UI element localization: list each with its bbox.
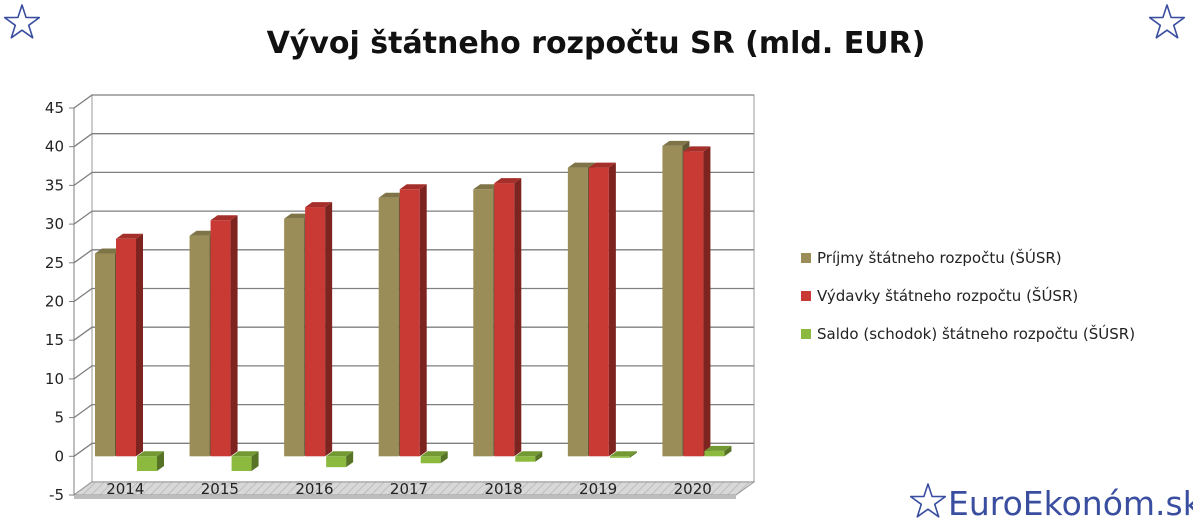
y-tick-label: 45 bbox=[45, 99, 64, 117]
bar-2019-expense bbox=[588, 162, 616, 457]
legend-item: Saldo (schodok) štátneho rozpočtu (ŠÚSR) bbox=[801, 324, 1135, 343]
legend-item: Výdavky štátneho rozpočtu (ŠÚSR) bbox=[801, 286, 1078, 305]
bar-2018-expense bbox=[494, 178, 522, 457]
y-tick-label: 20 bbox=[45, 293, 64, 311]
gridline bbox=[73, 249, 754, 264]
chart-title: Vývoj štátneho rozpočtu SR (mld. EUR) bbox=[267, 26, 926, 61]
legend-swatch bbox=[801, 329, 811, 339]
y-axis: 45 40 35 30 25 20 15 10 5 0 -5 bbox=[45, 99, 75, 504]
gridline bbox=[73, 403, 754, 419]
legend-item: Príjmy štátneho rozpočtu (ŠÚSR) bbox=[801, 248, 1062, 267]
brand-star-icon bbox=[909, 483, 947, 518]
gridline bbox=[73, 442, 754, 457]
y-tick-label: 35 bbox=[45, 176, 64, 194]
brand-logo: EuroEkonóm.sk bbox=[909, 483, 1193, 523]
legend-label: Výdavky štátneho rozpočtu (ŠÚSR) bbox=[817, 286, 1078, 305]
bar-2015-balance bbox=[231, 451, 259, 472]
x-tick-label: 2019 bbox=[579, 480, 617, 498]
x-axis: 2014 2015 2016 2017 2018 2019 2020 bbox=[106, 480, 712, 498]
brand-text: EuroEkonóm.sk bbox=[948, 484, 1193, 523]
bar-2017-balance bbox=[420, 451, 448, 464]
gridline bbox=[73, 326, 754, 341]
x-tick-label: 2016 bbox=[295, 480, 333, 498]
bar-2019-balance bbox=[609, 451, 637, 458]
x-tick-label: 2018 bbox=[484, 480, 522, 498]
legend-swatch bbox=[801, 291, 811, 301]
legend-label: Príjmy štátneho rozpočtu (ŠÚSR) bbox=[817, 248, 1062, 267]
category-floor bbox=[72, 481, 756, 499]
legend: Príjmy štátneho rozpočtu (ŠÚSR) Výdavky š… bbox=[801, 248, 1135, 343]
bar-2017-expense bbox=[399, 184, 427, 457]
legend-swatch bbox=[801, 253, 811, 263]
x-tick-label: 2017 bbox=[390, 480, 428, 498]
floor-front bbox=[74, 495, 736, 499]
x-tick-label: 2015 bbox=[201, 480, 239, 498]
gridline bbox=[73, 210, 754, 225]
gridline bbox=[73, 365, 754, 380]
bar-2014-balance bbox=[137, 451, 164, 472]
y-tick-label: 25 bbox=[45, 254, 64, 272]
y-tick-label: -5 bbox=[49, 486, 64, 504]
legend-label: Saldo (schodok) štátneho rozpočtu (ŠÚSR) bbox=[817, 324, 1135, 343]
bar-2014-expense bbox=[116, 233, 143, 457]
x-tick-label: 2014 bbox=[106, 480, 144, 498]
y-tick-label: 30 bbox=[45, 215, 64, 233]
bar-2020-expense bbox=[683, 146, 711, 457]
star-icon-left bbox=[3, 4, 41, 39]
y-tick-label: 5 bbox=[54, 409, 64, 427]
bar-2016-expense bbox=[305, 202, 333, 457]
bar-2016-balance bbox=[326, 451, 354, 468]
x-tick-label: 2020 bbox=[674, 480, 712, 498]
y-tick-label: 0 bbox=[54, 447, 64, 465]
bar-2020-balance bbox=[704, 445, 732, 457]
gridline bbox=[73, 287, 754, 303]
bars bbox=[95, 140, 732, 472]
y-tick-label: 15 bbox=[45, 331, 64, 349]
bar-2018-balance bbox=[515, 451, 543, 462]
y-tick-label: 10 bbox=[45, 370, 64, 388]
bar-2015-expense bbox=[210, 215, 238, 457]
gridline bbox=[73, 171, 754, 186]
gridline bbox=[73, 133, 754, 148]
star-icon-right bbox=[1148, 4, 1186, 39]
y-tick-label: 40 bbox=[45, 138, 64, 156]
gridline bbox=[73, 94, 754, 109]
